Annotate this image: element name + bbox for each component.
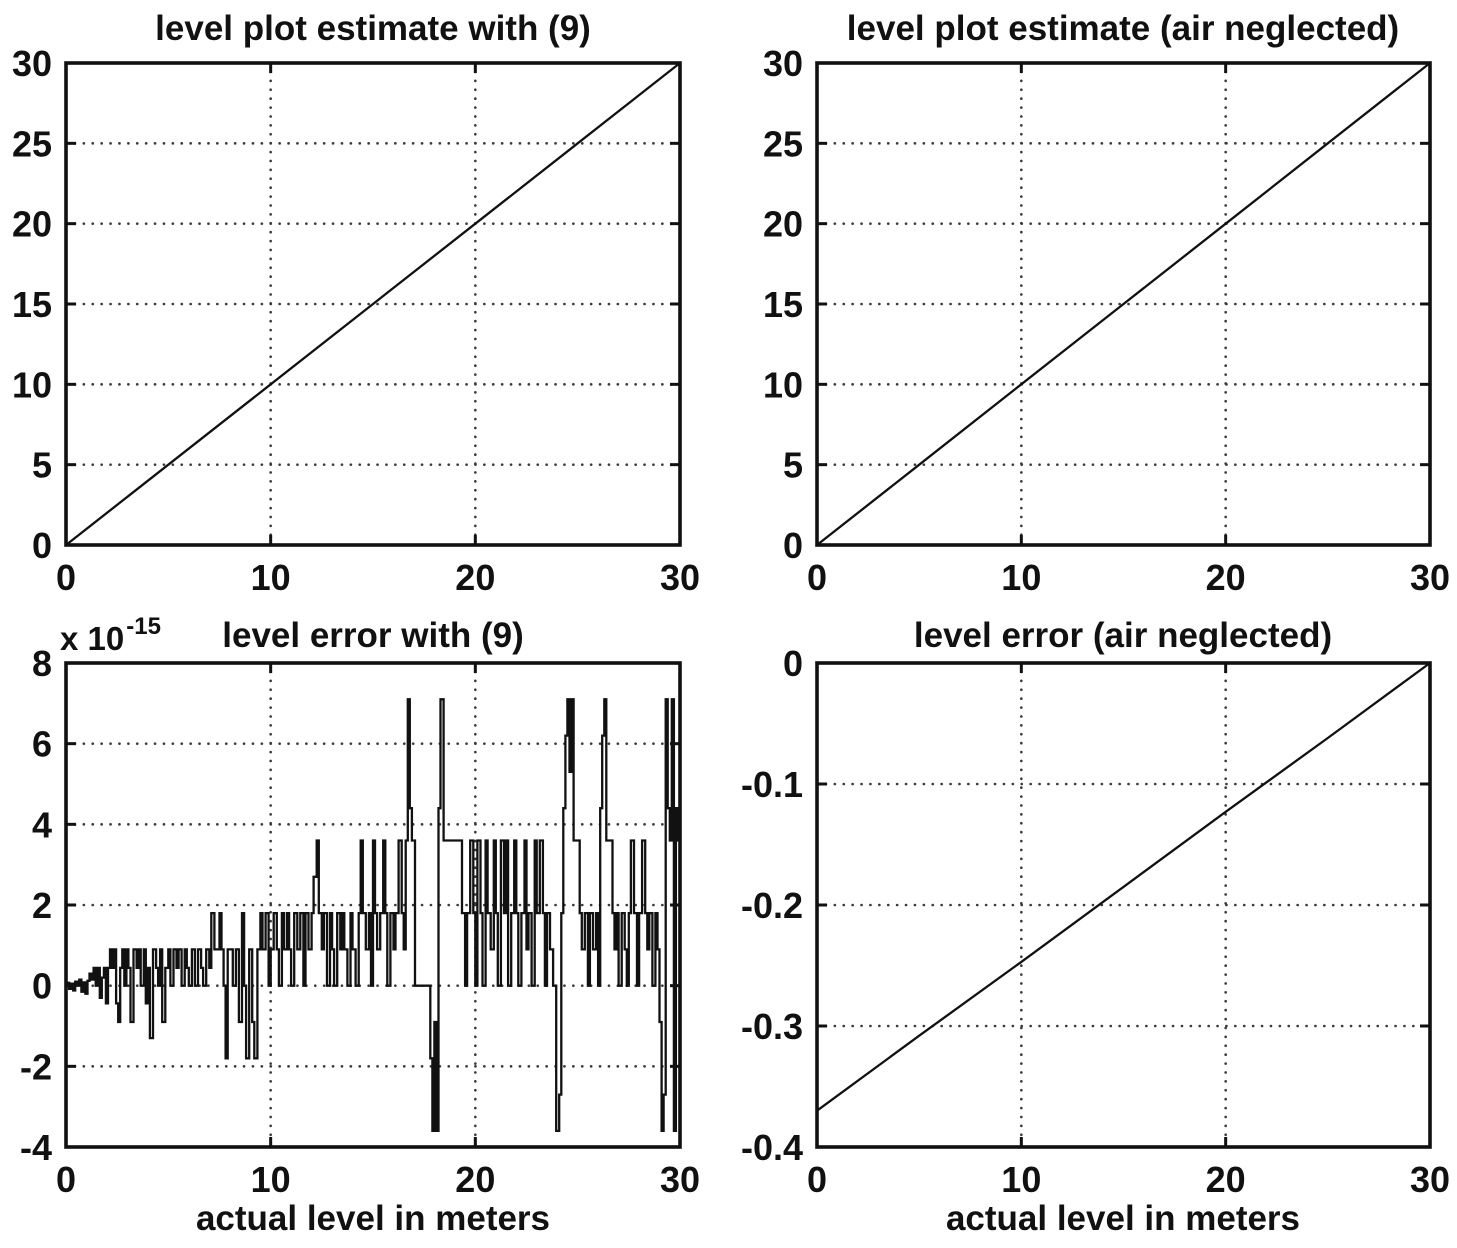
- axes-box: [815, 61, 1432, 547]
- plot-title: level plot estimate (air neglected): [847, 9, 1399, 48]
- y-tick-label: 20: [12, 204, 52, 245]
- y-tick-label: 5: [783, 445, 803, 486]
- axes-box: [815, 661, 1432, 1149]
- y-tick-label: -0.4: [741, 1127, 803, 1168]
- plot-level-error-air-neglected: level error (air neglected) actual level…: [741, 616, 1450, 1238]
- y-tick-label: -4: [20, 1127, 52, 1168]
- data-line: [816, 62, 1431, 546]
- y-tick-label: 0: [32, 966, 52, 1007]
- x-axis-label: actual level in meters: [196, 1199, 550, 1238]
- axes-area: 0 10 20 30 -4 -2 0 2 4 6 8: [20, 643, 700, 1200]
- data-line: [816, 662, 1431, 1112]
- y-tick-label: 8: [32, 643, 52, 684]
- y-tick-label: 5: [32, 445, 52, 486]
- plot-level-estimate-air-neglected: level plot estimate (air neglected) 0 10 2…: [763, 9, 1450, 598]
- y-tick-label: -2: [20, 1046, 52, 1087]
- y-tick-label: 0: [32, 525, 52, 566]
- y-tick-label: 0: [783, 643, 803, 684]
- x-tick-label: 30: [660, 1159, 700, 1200]
- x-tick-label: 10: [251, 1159, 291, 1200]
- x-tick-label: 0: [807, 557, 827, 598]
- y-tick-label: 30: [763, 43, 803, 84]
- y-tick-label: 15: [763, 284, 803, 325]
- x-tick-label: 0: [56, 557, 76, 598]
- x-tick-label: 20: [455, 557, 495, 598]
- plot-level-error-with-9: level error with (9) x 10-15 actual leve…: [20, 613, 700, 1238]
- y-tick-label: 10: [763, 364, 803, 405]
- axes-box: [64, 61, 682, 547]
- y-tick-label: 15: [12, 284, 52, 325]
- x-tick-label: 10: [1001, 1159, 1041, 1200]
- x-tick-label: 20: [1206, 1159, 1246, 1200]
- plot-title: level plot estimate with (9): [155, 9, 591, 48]
- y-tick-label: 25: [763, 123, 803, 164]
- x-tick-label: 30: [1410, 557, 1450, 598]
- y-tick-label: -0.2: [741, 885, 803, 926]
- axes-box: [64, 661, 682, 1149]
- y-tick-label: 25: [12, 123, 52, 164]
- plot-title: level error (air neglected): [914, 616, 1332, 655]
- x-tick-label: 0: [56, 1159, 76, 1200]
- x-tick-label: 10: [251, 557, 291, 598]
- x-axis-label: actual level in meters: [946, 1199, 1300, 1238]
- plot-level-estimate-with-9: level plot estimate with (9) 0 10 20 30 0 5 10…: [12, 9, 700, 598]
- y-tick-label: 0: [783, 525, 803, 566]
- y-tick-label: 30: [12, 43, 52, 84]
- axes-area: 0 10 20 30 0 -0.1 -0.2 -0.3 -0.4: [741, 643, 1450, 1200]
- y-tick-label: 10: [12, 364, 52, 405]
- data-line: [65, 62, 681, 546]
- axes-area: 0 10 20 30 0 5 10 15 20 25 30: [12, 43, 700, 598]
- x-tick-label: 10: [1001, 557, 1041, 598]
- x-tick-label: 20: [455, 1159, 495, 1200]
- y-tick-label: 6: [32, 724, 52, 765]
- y-axis-scale-label: x 10-15: [60, 613, 161, 657]
- axes-area: 0 10 20 30 0 5 10 15 20 25 30: [763, 43, 1450, 598]
- x-tick-label: 20: [1206, 557, 1246, 598]
- plot-title: level error with (9): [222, 616, 523, 655]
- y-tick-label: 4: [32, 804, 52, 845]
- y-tick-label: -0.1: [741, 764, 803, 805]
- y-tick-label: 2: [32, 885, 52, 926]
- y-tick-label: 20: [763, 204, 803, 245]
- x-tick-label: 0: [807, 1159, 827, 1200]
- data-line: [66, 698, 680, 1133]
- x-tick-label: 30: [660, 557, 700, 598]
- x-tick-label: 30: [1410, 1159, 1450, 1200]
- y-tick-label: -0.3: [741, 1006, 803, 1047]
